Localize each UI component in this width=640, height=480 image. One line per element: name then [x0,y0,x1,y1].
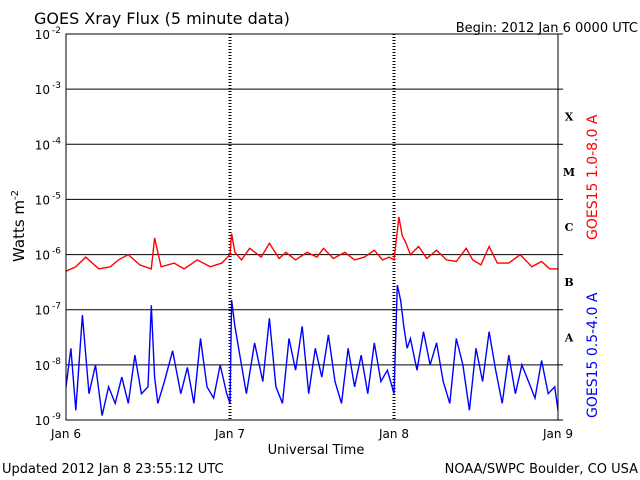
flare-class-m: M [563,166,575,179]
series-line-0 [65,216,558,272]
flare-class-x: X [565,111,574,124]
y-tick-label: 10 [35,304,50,318]
x-tick-label: Jan 6 [50,427,81,441]
y-tick-label: 10 [35,138,50,152]
grid [66,33,558,421]
y-tick-exponent: -9 [52,412,61,422]
x-tick-label: Jan 7 [214,427,245,441]
y-axis-label-sup: -2 [10,190,21,200]
y-tick-labels: 10-210-310-410-510-610-710-810-9 [35,26,563,428]
flare-class-a: A [564,331,574,344]
y-axis-label-base: Watts m [10,200,28,262]
y-tick-exponent: -5 [52,191,61,201]
y-tick-label: 10 [35,193,50,207]
y-tick-label: 10 [35,28,50,42]
flare-class-c: C [565,221,574,234]
y-tick-exponent: -3 [52,81,61,91]
y-tick-label: 10 [35,83,50,97]
updated-time: Updated 2012 Jan 8 23:55:12 UTC [2,462,224,477]
y-tick-exponent: -4 [52,136,61,146]
y-tick-exponent: -6 [52,247,61,257]
y-tick-exponent: -7 [52,302,61,312]
begin-time: Begin: 2012 Jan 6 0000 UTC [456,21,638,36]
y-tick-label: 10 [35,249,50,263]
credit: NOAA/SWPC Boulder, CO USA [445,462,638,477]
x-tick-label: Jan 9 [542,427,573,441]
y-tick-label: 10 [35,359,50,373]
x-axis-label: Universal Time [268,443,365,458]
flare-class-b: B [564,276,573,289]
series-label-short: GOES15 0.5-4.0 A [585,292,601,418]
y-tick-exponent: -2 [52,26,61,36]
series-layer [65,216,559,416]
x-tick-labels: Jan 6 Jan 7 Jan 8 Jan 9 [50,427,573,441]
series-label-long: GOES15 1.0-8.0 A [585,114,601,240]
flare-class-labels: X M C B A [563,111,575,345]
y-tick-exponent: -8 [52,357,61,367]
y-tick-label: 10 [35,414,50,428]
plot-frame [65,33,559,421]
x-tick-label: Jan 8 [378,427,409,441]
y-axis-label: Watts m-2 [10,190,28,262]
series-line-1 [65,284,559,416]
chart-title: GOES Xray Flux (5 minute data) [34,9,290,28]
